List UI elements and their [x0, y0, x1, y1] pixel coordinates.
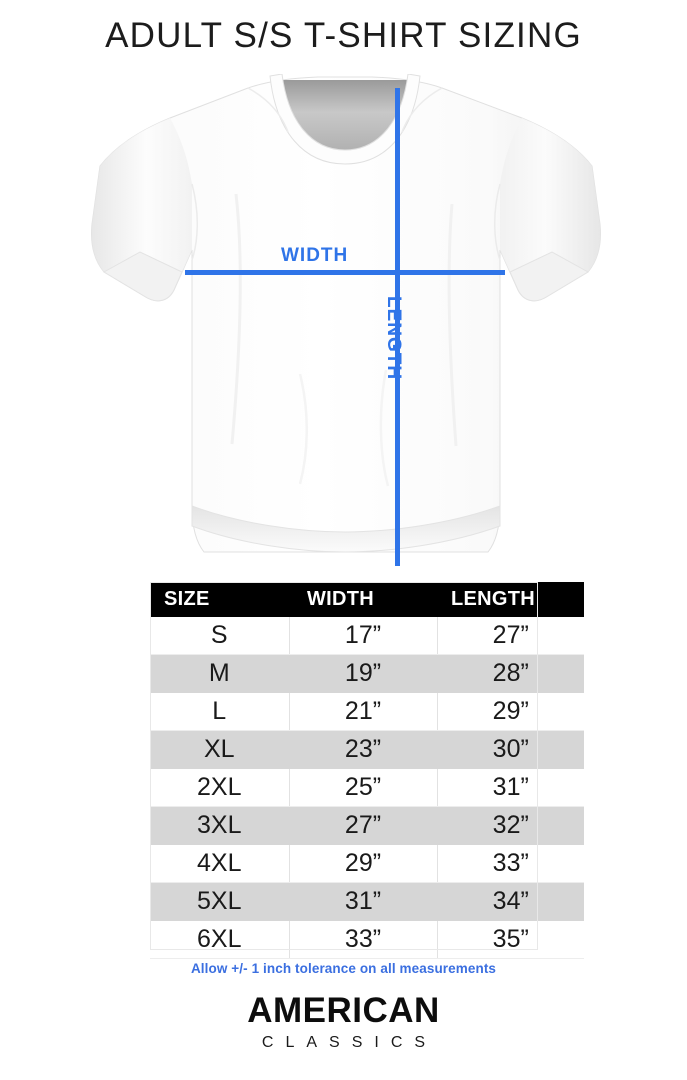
column-header-size: SIZE	[150, 582, 289, 617]
cell-length: 27”	[437, 617, 584, 655]
brand-name: AMERICAN	[247, 991, 440, 1030]
cell-size: M	[150, 654, 290, 693]
table-body: S 17” 27” M 19” 28” L 21” 29” XL 23” 30”…	[150, 617, 584, 959]
cell-width: 25”	[289, 768, 438, 807]
cell-width: 19”	[289, 654, 438, 693]
column-header-width: WIDTH	[289, 582, 437, 617]
right-sleeve	[500, 118, 601, 301]
neck-opening	[282, 80, 408, 152]
right-shoulder-seam	[401, 87, 443, 133]
table-row: XL 23” 30”	[150, 730, 584, 769]
cell-length: 30”	[437, 730, 584, 769]
fabric-fold	[230, 193, 242, 445]
table-row: M 19” 28”	[150, 654, 584, 693]
cell-length: 29”	[437, 692, 584, 731]
table-header-row: SIZE WIDTH LENGTH	[150, 582, 584, 617]
cell-size: 6XL	[150, 920, 290, 959]
left-shoulder-seam	[247, 87, 289, 133]
table-row: 5XL 31” 34”	[150, 882, 584, 921]
cell-length: 35”	[437, 920, 584, 959]
cell-size: 3XL	[150, 806, 290, 845]
fabric-fold	[298, 373, 309, 485]
size-chart-table: SIZE WIDTH LENGTH S 17” 27” M 19” 28” L …	[150, 582, 584, 959]
cell-width: 31”	[289, 882, 438, 921]
tolerance-note: Allow +/- 1 inch tolerance on all measur…	[190, 961, 497, 976]
table-row: 4XL 29” 33”	[150, 844, 584, 883]
bottom-hem	[191, 505, 501, 553]
fabric-fold	[447, 203, 458, 447]
cell-length: 33”	[437, 844, 584, 883]
table-header: SIZE WIDTH LENGTH	[150, 582, 584, 617]
cell-size: 5XL	[150, 882, 290, 921]
brand-tagline: CLASSICS	[261, 1034, 438, 1051]
fabric-fold	[379, 369, 390, 487]
cell-length: 34”	[437, 882, 584, 921]
tshirt-illustration	[0, 74, 687, 574]
collar-rib	[269, 74, 421, 165]
cell-size: S	[150, 617, 290, 655]
cell-length: 32”	[437, 806, 584, 845]
cell-size: L	[150, 692, 290, 731]
cell-width: 23”	[289, 730, 438, 769]
page-title: ADULT S/S T-SHIRT SIZING	[105, 16, 582, 55]
cell-length: 28”	[437, 654, 584, 693]
table-row: L 21” 29”	[150, 692, 584, 731]
cell-width: 27”	[289, 806, 438, 845]
cell-width: 17”	[289, 617, 438, 655]
cell-size: XL	[150, 730, 290, 769]
cell-size: 4XL	[150, 844, 290, 883]
right-cuff	[509, 251, 589, 302]
tshirt-graphic	[91, 74, 601, 553]
left-sleeve	[91, 118, 192, 301]
right-armhole-seam	[493, 183, 501, 261]
cell-size: 2XL	[150, 768, 290, 807]
table-row: 2XL 25” 31”	[150, 768, 584, 807]
column-header-length: LENGTH	[437, 582, 584, 617]
brand-logo: AMERICAN CLASSICS	[0, 993, 687, 1051]
cell-width: 29”	[289, 844, 438, 883]
cell-width: 21”	[289, 692, 438, 731]
left-armhole-seam	[191, 183, 199, 261]
cell-length: 31”	[437, 768, 584, 807]
left-cuff	[103, 251, 183, 302]
table-row: S 17” 27”	[150, 617, 584, 655]
table-row: 3XL 27” 32”	[150, 806, 584, 845]
cell-width: 33”	[289, 920, 438, 959]
table-row: 6XL 33” 35”	[150, 920, 584, 959]
